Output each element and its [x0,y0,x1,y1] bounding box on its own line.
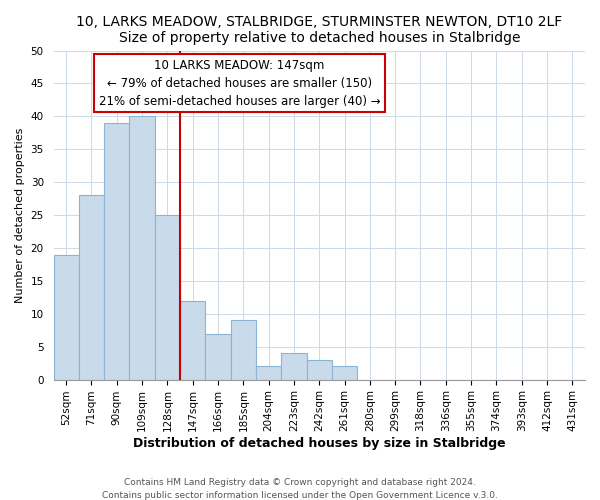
Bar [307,360,332,380]
Text: 10 LARKS MEADOW: 147sqm
← 79% of detached houses are smaller (150)
21% of semi-d: 10 LARKS MEADOW: 147sqm ← 79% of detache… [99,59,380,108]
X-axis label: Distribution of detached houses by size in Stalbridge: Distribution of detached houses by size … [133,437,506,450]
Bar [79,196,104,380]
Bar [205,334,230,380]
Y-axis label: Number of detached properties: Number of detached properties [15,128,25,303]
Bar [180,300,205,380]
Bar [104,123,130,380]
Bar [281,354,307,380]
Bar [130,116,155,380]
Bar [230,320,256,380]
Bar [332,366,357,380]
Bar [155,215,180,380]
Bar [53,254,79,380]
Title: 10, LARKS MEADOW, STALBRIDGE, STURMINSTER NEWTON, DT10 2LF
Size of property rela: 10, LARKS MEADOW, STALBRIDGE, STURMINSTE… [76,15,562,45]
Bar [256,366,281,380]
Text: Contains HM Land Registry data © Crown copyright and database right 2024.
Contai: Contains HM Land Registry data © Crown c… [102,478,498,500]
